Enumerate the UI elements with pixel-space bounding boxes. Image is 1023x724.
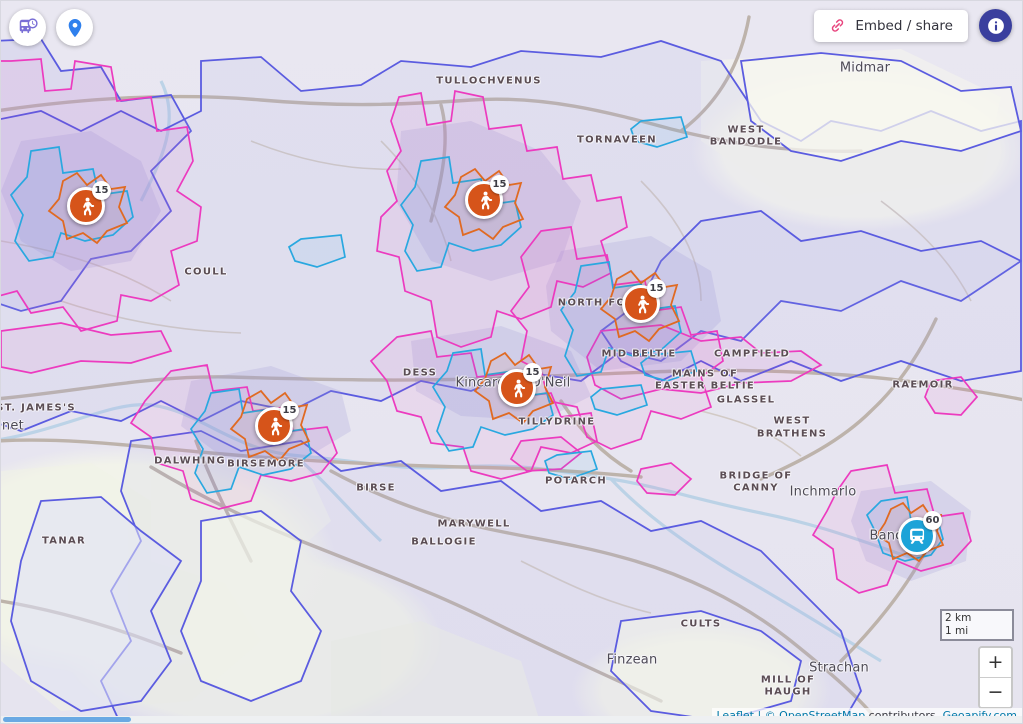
marker-time-badge: 15	[490, 175, 509, 194]
transit-train-icon	[909, 528, 924, 544]
scrollbar-thumb[interactable]	[3, 717, 131, 722]
scale-imperial: 1 mi	[940, 625, 1014, 641]
embed-share-button[interactable]: Embed / share	[814, 9, 968, 42]
marker-time-badge: 15	[523, 363, 542, 382]
marker-time-badge: 15	[647, 279, 666, 298]
map-mode-controls	[9, 9, 93, 46]
zoom-control: + −	[978, 646, 1013, 709]
walking-marker[interactable]: 15	[465, 175, 509, 219]
walking-marker[interactable]: 15	[498, 363, 542, 407]
walking-person-icon	[513, 379, 525, 397]
walking-person-icon	[637, 295, 649, 313]
walking-person-icon	[480, 191, 492, 209]
walking-person-icon	[270, 417, 282, 435]
zoom-out-button[interactable]: −	[980, 678, 1011, 707]
info-icon	[987, 17, 1004, 34]
share-controls: Embed / share	[814, 9, 1012, 42]
link-icon	[832, 19, 844, 32]
transit-marker[interactable]: 60	[898, 511, 942, 555]
walking-marker[interactable]: 15	[622, 279, 666, 323]
scale-control: 2 km 1 mi	[940, 609, 1014, 641]
horizontal-scrollbar[interactable]	[1, 716, 1022, 723]
scale-metric: 2 km	[940, 609, 1014, 625]
walking-marker[interactable]: 15	[67, 181, 111, 225]
bus-clock-icon	[19, 17, 38, 33]
embed-share-label: Embed / share	[855, 17, 953, 34]
map-pin-icon	[68, 18, 81, 37]
marker-time-badge: 15	[92, 181, 111, 200]
walking-person-icon	[82, 197, 94, 215]
transit-time-button[interactable]	[9, 9, 46, 46]
zoom-in-button[interactable]: +	[980, 648, 1011, 678]
marker-time-badge: 60	[923, 511, 942, 530]
walking-marker[interactable]: 15	[255, 401, 299, 445]
location-pin-button[interactable]	[56, 9, 93, 46]
info-button[interactable]	[979, 9, 1012, 42]
marker-time-badge: 15	[280, 401, 299, 420]
